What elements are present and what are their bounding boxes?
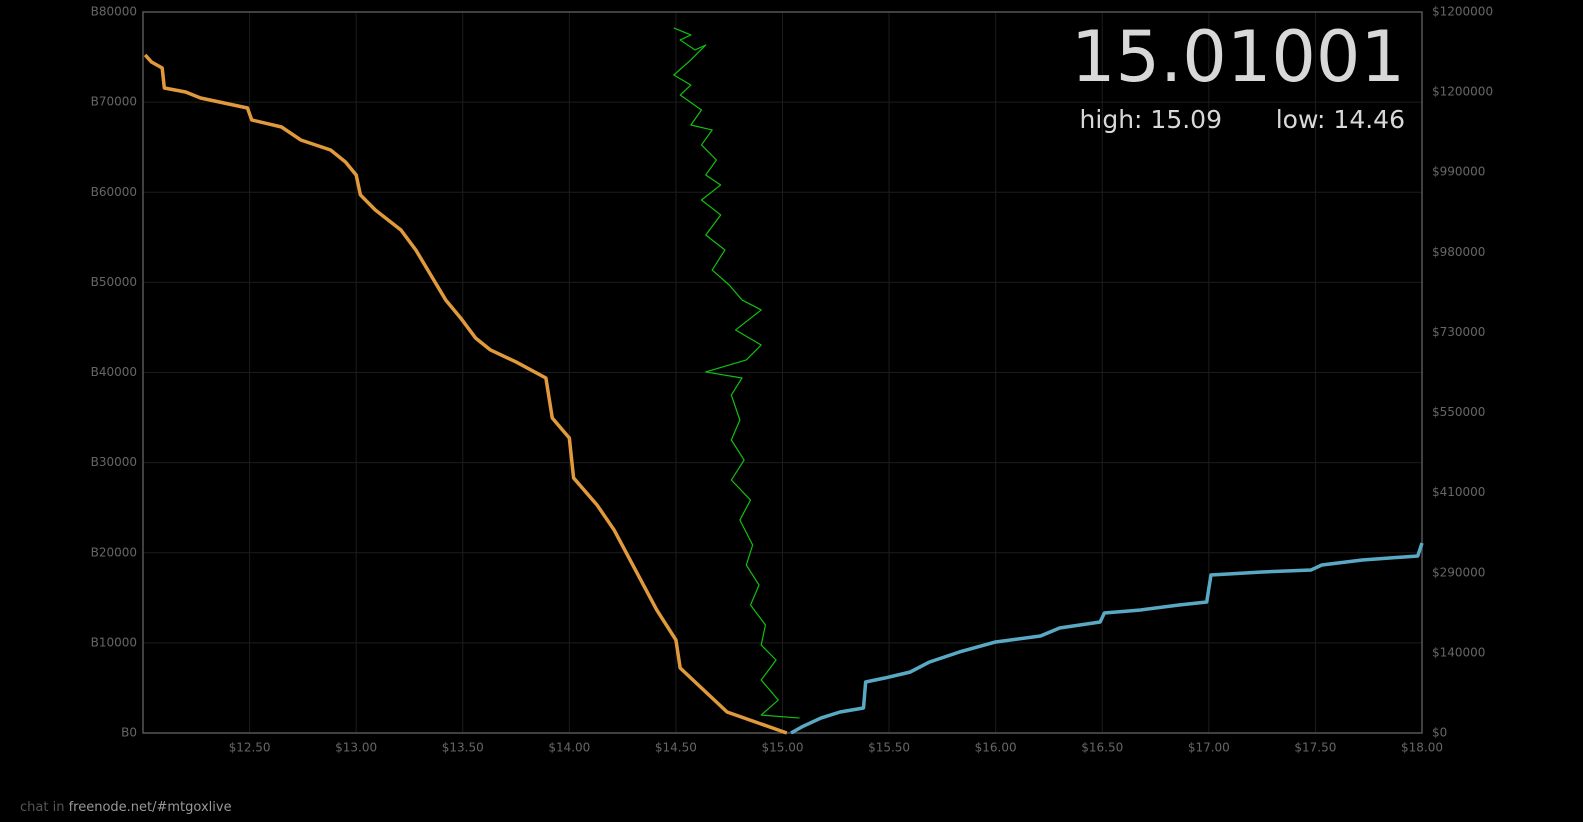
x-tick-label: $13.00	[335, 741, 377, 755]
x-tick-label: $17.50	[1294, 741, 1336, 755]
x-tick-label: $16.50	[1081, 741, 1123, 755]
x-tick-label: $15.50	[868, 741, 910, 755]
y-tick-label: B10000	[91, 635, 137, 649]
x-tick-label: $17.00	[1188, 741, 1230, 755]
y2-tick-label: $140000	[1432, 645, 1485, 659]
x-tick-label: $15.00	[762, 741, 804, 755]
y-tick-label: B60000	[91, 185, 137, 199]
x-tick-label: $16.00	[975, 741, 1017, 755]
current-price: 15.01001	[1071, 16, 1405, 98]
series-line	[790, 542, 1424, 735]
x-tick-label: $14.00	[548, 741, 590, 755]
y-tick-label: B40000	[91, 365, 137, 379]
footer-text: chat in	[20, 800, 65, 815]
y2-tick-label: $730000	[1432, 325, 1485, 339]
y2-tick-label: $290000	[1432, 565, 1485, 579]
y2-tick-label: $0	[1432, 726, 1447, 740]
x-tick-label: $14.50	[655, 741, 697, 755]
high-price: high: 15.09	[1080, 105, 1222, 134]
series-line	[143, 53, 788, 735]
y-tick-label: B70000	[91, 95, 137, 109]
x-tick-label: $12.50	[229, 741, 271, 755]
y2-tick-label: $1200000	[1432, 85, 1493, 99]
x-tick-label: $13.50	[442, 741, 484, 755]
y2-tick-label: $550000	[1432, 405, 1485, 419]
footer-link[interactable]: freenode.net/#mtgoxlive	[68, 800, 232, 815]
y-tick-label: B50000	[91, 275, 137, 289]
y-tick-label: B20000	[91, 545, 137, 559]
y-tick-label: B0	[121, 726, 137, 740]
y2-tick-label: $1200000	[1432, 5, 1493, 19]
series-line	[673, 27, 800, 719]
y2-tick-label: $980000	[1432, 245, 1485, 259]
y2-tick-label: $990000	[1432, 165, 1485, 179]
x-tick-label: $18.00	[1401, 741, 1443, 755]
y2-tick-label: $410000	[1432, 485, 1485, 499]
y-tick-label: B30000	[91, 455, 137, 469]
low-price: low: 14.46	[1276, 105, 1405, 134]
footer: chat in freenode.net/#mtgoxlive	[20, 800, 232, 815]
chart: B0 B10000 B20000 B30000 B40000 B50000 B60000 B7…	[91, 5, 1493, 755]
y-tick-label: B80000	[91, 5, 137, 19]
